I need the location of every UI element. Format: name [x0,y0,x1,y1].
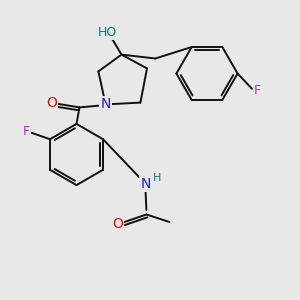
Text: N: N [100,98,111,111]
Text: N: N [140,177,151,190]
Text: O: O [46,96,57,110]
Text: H: H [153,173,161,183]
Text: O: O [112,217,123,230]
Text: F: F [254,83,261,97]
Text: HO: HO [98,26,117,40]
Text: F: F [23,125,30,138]
